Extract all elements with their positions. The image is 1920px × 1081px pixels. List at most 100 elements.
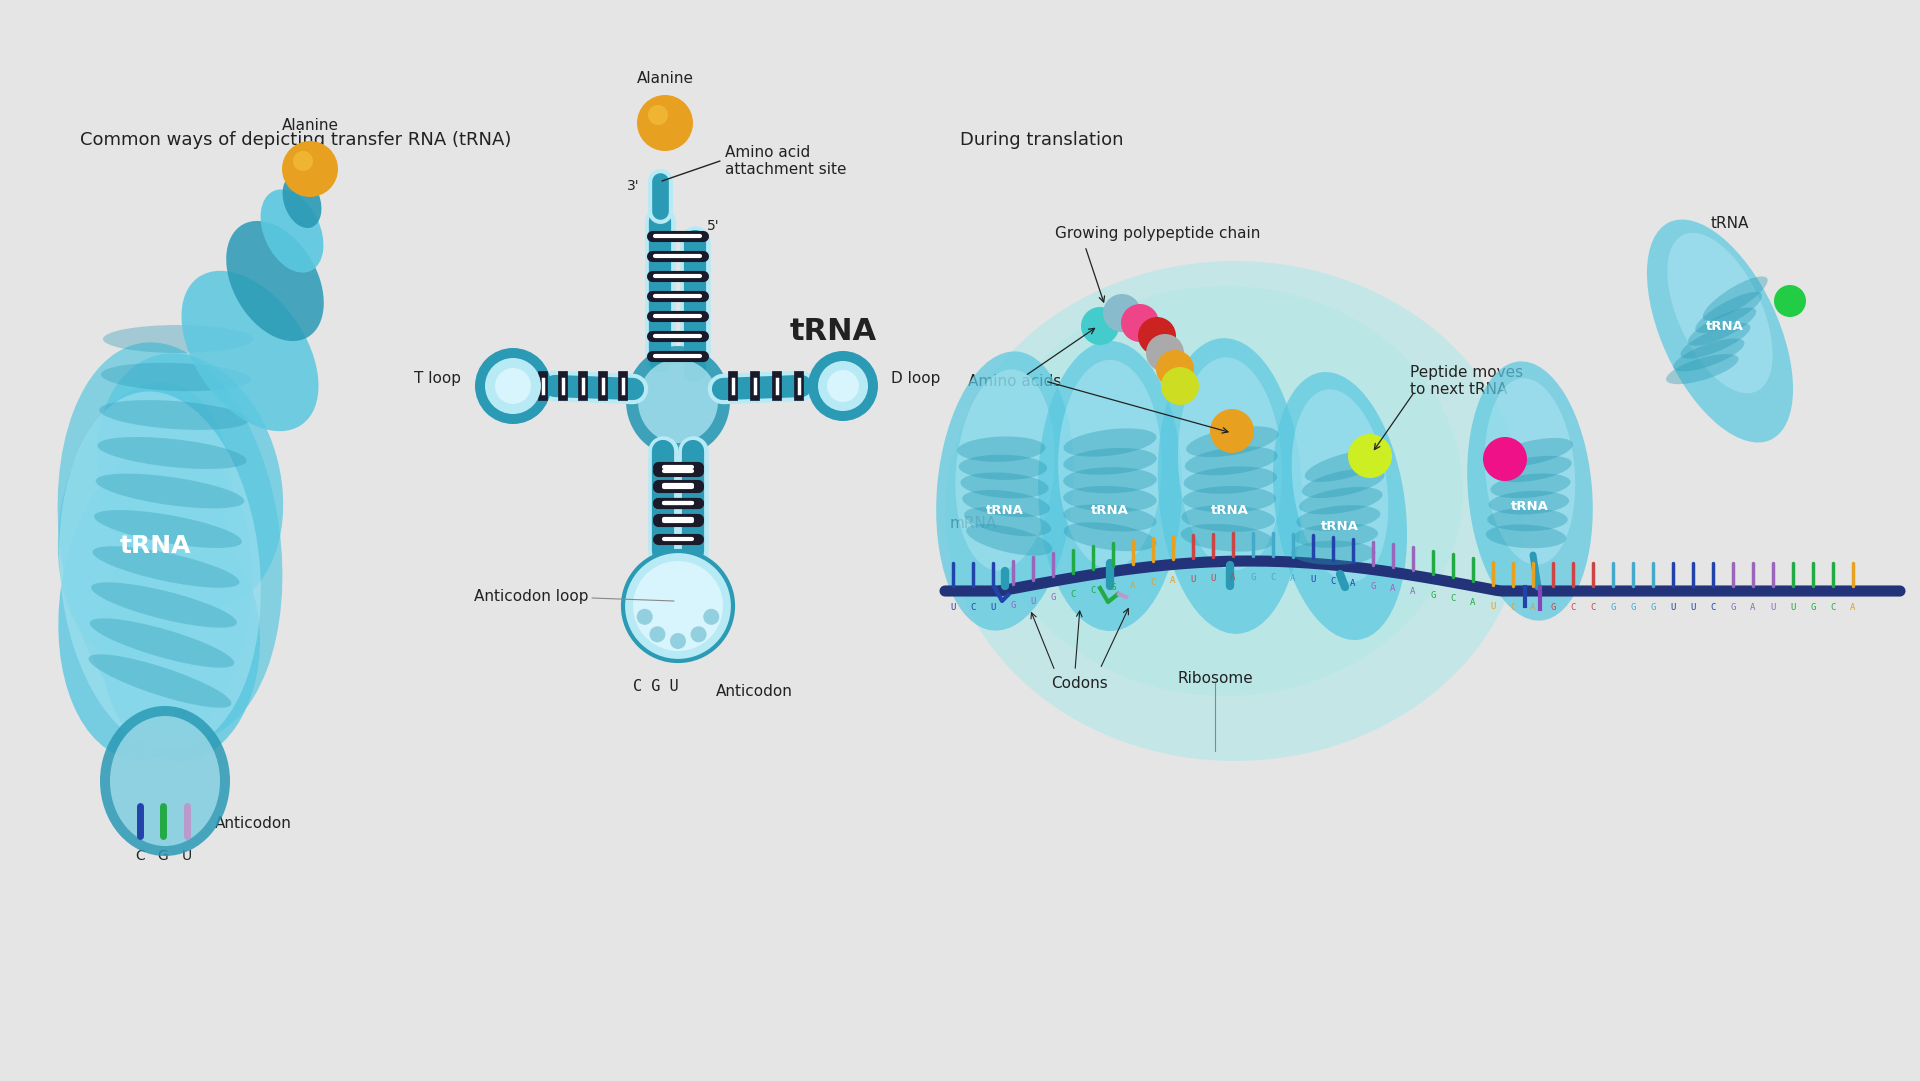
Ellipse shape: [182, 271, 319, 431]
Text: Amino acid
attachment site: Amino acid attachment site: [726, 145, 847, 177]
Circle shape: [1121, 304, 1160, 342]
Ellipse shape: [1647, 219, 1793, 442]
Text: Anticodon loop: Anticodon loop: [474, 588, 588, 603]
Circle shape: [703, 609, 720, 625]
Ellipse shape: [1058, 360, 1162, 569]
Ellipse shape: [58, 383, 232, 659]
Text: G: G: [1371, 582, 1377, 590]
Text: Ribosome: Ribosome: [1177, 671, 1254, 686]
Text: G: G: [1250, 573, 1256, 582]
Text: C: C: [1091, 587, 1096, 596]
Text: tRNA: tRNA: [119, 534, 190, 558]
Circle shape: [294, 151, 313, 171]
Ellipse shape: [102, 363, 252, 391]
Text: A: A: [1390, 585, 1396, 593]
Text: C: C: [1450, 595, 1455, 603]
Ellipse shape: [1492, 456, 1572, 482]
Text: C: C: [1271, 573, 1275, 583]
Ellipse shape: [958, 455, 1046, 480]
Ellipse shape: [1064, 522, 1156, 551]
Text: A: A: [1530, 603, 1536, 612]
Text: G: G: [1630, 603, 1636, 612]
Text: C: C: [1069, 590, 1075, 599]
Ellipse shape: [956, 370, 1054, 571]
Text: G: G: [1010, 601, 1016, 610]
Ellipse shape: [98, 437, 246, 469]
Text: tRNA: tRNA: [789, 317, 877, 346]
Circle shape: [637, 95, 693, 151]
Ellipse shape: [960, 472, 1048, 498]
Ellipse shape: [1064, 467, 1156, 493]
Text: A: A: [1471, 598, 1476, 606]
Text: T loop: T loop: [415, 371, 461, 386]
Text: G: G: [1611, 603, 1617, 612]
Circle shape: [495, 368, 532, 404]
Text: U: U: [1309, 575, 1315, 585]
Text: Peptide moves
to next tRNA: Peptide moves to next tRNA: [1409, 364, 1523, 397]
Circle shape: [670, 633, 685, 649]
Text: G: G: [1730, 603, 1736, 612]
Text: G: G: [1110, 584, 1116, 592]
Ellipse shape: [1273, 372, 1407, 640]
Ellipse shape: [1181, 505, 1275, 532]
Text: C: C: [1150, 578, 1156, 587]
Ellipse shape: [94, 510, 242, 548]
Ellipse shape: [1064, 504, 1156, 532]
Circle shape: [818, 361, 868, 411]
Text: C: C: [1590, 603, 1596, 612]
Text: A: A: [1751, 603, 1755, 612]
Circle shape: [691, 626, 707, 642]
Text: Alanine: Alanine: [282, 118, 338, 133]
Circle shape: [622, 551, 733, 660]
Circle shape: [1210, 409, 1254, 453]
Ellipse shape: [1187, 426, 1279, 457]
Circle shape: [1348, 433, 1392, 478]
Ellipse shape: [1486, 524, 1567, 548]
Circle shape: [649, 105, 668, 125]
Text: A: A: [1290, 574, 1296, 583]
Text: U: U: [1770, 603, 1776, 612]
Ellipse shape: [1185, 446, 1279, 476]
Ellipse shape: [96, 473, 244, 508]
Text: C: C: [1331, 577, 1336, 586]
Ellipse shape: [1300, 486, 1382, 515]
Ellipse shape: [1039, 341, 1183, 631]
Circle shape: [1774, 285, 1807, 317]
Ellipse shape: [1064, 448, 1156, 475]
Ellipse shape: [1306, 450, 1386, 482]
Text: C: C: [134, 849, 144, 863]
Circle shape: [1139, 317, 1175, 355]
Text: Alanine: Alanine: [637, 71, 693, 86]
Ellipse shape: [1158, 338, 1302, 633]
Ellipse shape: [1467, 361, 1594, 620]
Text: During translation: During translation: [960, 131, 1123, 149]
Ellipse shape: [100, 706, 230, 856]
Ellipse shape: [626, 346, 730, 456]
Circle shape: [1162, 368, 1198, 405]
Ellipse shape: [104, 325, 253, 353]
Ellipse shape: [958, 437, 1046, 462]
Text: G: G: [1430, 590, 1436, 600]
Text: tRNA: tRNA: [1091, 505, 1129, 518]
Ellipse shape: [945, 261, 1524, 761]
Text: C G U: C G U: [634, 679, 680, 694]
Text: U: U: [1789, 603, 1795, 612]
Ellipse shape: [88, 654, 232, 708]
Ellipse shape: [261, 189, 323, 272]
Ellipse shape: [109, 716, 221, 846]
Text: 5': 5': [707, 219, 720, 233]
Ellipse shape: [1672, 338, 1745, 372]
Text: A: A: [1851, 603, 1857, 612]
Text: U: U: [991, 603, 996, 612]
Text: Anticodon: Anticodon: [215, 815, 292, 830]
Ellipse shape: [1494, 438, 1572, 466]
Ellipse shape: [1667, 353, 1738, 384]
Circle shape: [828, 370, 858, 402]
Text: A: A: [1231, 573, 1236, 583]
Text: C: C: [1830, 603, 1836, 612]
Text: G: G: [1050, 593, 1056, 602]
Circle shape: [634, 561, 724, 651]
Ellipse shape: [96, 353, 284, 609]
Ellipse shape: [58, 442, 252, 760]
Text: C: C: [1511, 603, 1515, 612]
